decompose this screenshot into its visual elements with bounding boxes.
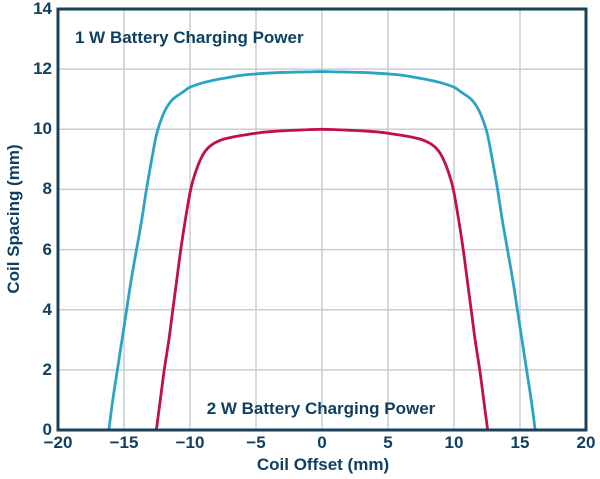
y-axis-title: Coil Spacing (mm): [4, 144, 23, 294]
x-tick-label: 5: [383, 433, 393, 452]
y-tick-label: 12: [33, 59, 52, 79]
x-tick-label: 15: [510, 433, 530, 452]
y-tick-label: 14: [33, 0, 52, 18]
y-tick-label: 10: [33, 119, 52, 139]
y-tick-label: 0: [42, 420, 52, 439]
y-tick-label: 4: [42, 299, 52, 319]
x-tick-label: 0: [317, 433, 327, 452]
x-tick-label: −5: [246, 433, 266, 452]
x-tick-label: −10: [175, 433, 205, 452]
y-tick-label: 8: [42, 179, 52, 199]
x-tick-label: 10: [444, 433, 464, 452]
series-label-2w: 2 W Battery Charging Power: [206, 399, 436, 418]
x-tick-label: 20: [576, 433, 596, 452]
x-tick-label: −15: [109, 433, 139, 452]
y-tick-label: 2: [42, 359, 52, 379]
series-curve-1w: [107, 70, 537, 432]
series-curve-2w: [154, 127, 490, 432]
series-label-1w: 1 W Battery Charging Power: [75, 28, 304, 47]
y-tick-label: 6: [42, 239, 52, 259]
x-axis-title: Coil Offset (mm): [256, 455, 390, 474]
x-tick-label: −20: [43, 433, 73, 452]
axis-frame: [56, 7, 588, 432]
